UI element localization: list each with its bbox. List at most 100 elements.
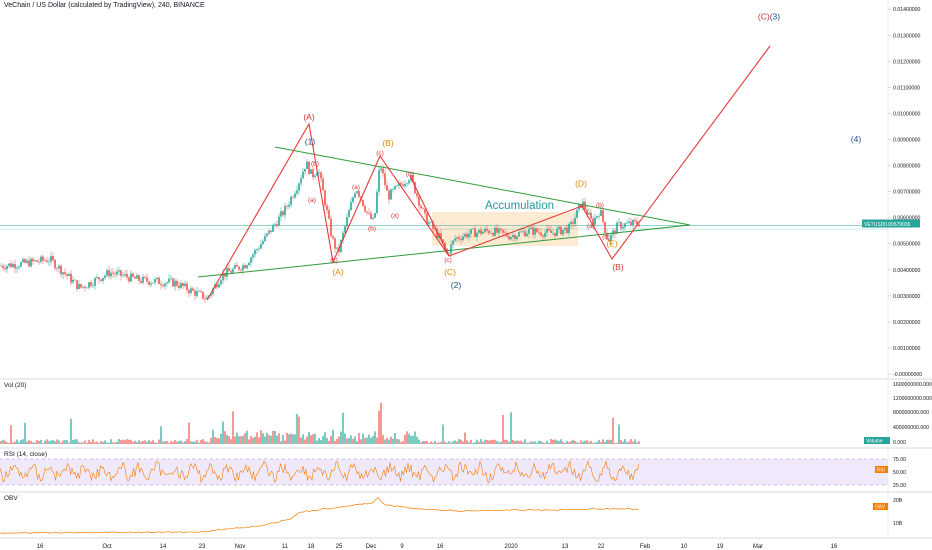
- volume-tag-label: Volume: [866, 439, 883, 445]
- volume-bar: [8, 442, 10, 444]
- candle-body: [364, 206, 366, 212]
- candle-body: [134, 276, 136, 279]
- volume-bar: [22, 439, 24, 444]
- volume-bar: [344, 433, 346, 444]
- volume-bar: [522, 442, 524, 444]
- candle-body: [478, 229, 480, 233]
- candle-body: [14, 263, 16, 269]
- candle-body: [612, 230, 614, 235]
- candle-body: [356, 191, 358, 194]
- candle-body: [216, 284, 218, 288]
- volume-bar: [588, 442, 590, 444]
- volume-bar: [300, 437, 302, 444]
- volume-bar: [414, 431, 416, 444]
- wave-label: (b): [311, 161, 319, 168]
- volume-bar: [188, 422, 190, 444]
- volume-bar: [70, 418, 72, 444]
- candle-body: [534, 228, 536, 235]
- wave-label: (a): [587, 223, 595, 230]
- volume-bar: [168, 442, 170, 444]
- volume-bar: [214, 436, 216, 444]
- candle-body: [118, 270, 120, 272]
- candle-body: [372, 217, 374, 219]
- candle-body: [154, 279, 156, 283]
- volume-bar: [634, 439, 636, 444]
- volume-bar: [322, 436, 324, 444]
- candle-body: [172, 278, 174, 287]
- time-tick-label: Nov: [235, 544, 246, 550]
- volume-bar: [166, 440, 168, 444]
- volume-bar: [406, 431, 408, 444]
- rsi-line: [0, 459, 640, 484]
- volume-bar: [534, 441, 536, 444]
- candle-body: [84, 286, 86, 288]
- candle-body: [626, 222, 628, 224]
- obv-line: [0, 497, 639, 534]
- volume-bar: [56, 439, 58, 444]
- candle-body: [602, 210, 604, 222]
- candle-body: [622, 227, 624, 229]
- candle-body: [108, 270, 110, 277]
- volume-bar: [254, 436, 256, 444]
- volume-bar: [484, 439, 486, 444]
- volume-bar: [502, 414, 504, 444]
- candle-body: [444, 242, 446, 249]
- obv-tick-label: 10B: [893, 521, 903, 527]
- volume-bar: [36, 439, 38, 444]
- price-axis-ticks: 0.01400000 0.01300000 0.01200000 0.01100000…: [888, 7, 922, 378]
- volume-bar: [112, 442, 114, 444]
- volume-bar: [216, 438, 218, 444]
- volume-bar: [236, 432, 238, 444]
- candle-body: [40, 256, 42, 262]
- candle-body: [178, 285, 180, 288]
- candle-body: [18, 266, 20, 268]
- volume-bar: [272, 430, 274, 444]
- candle-body: [366, 211, 368, 213]
- volume-bar: [154, 442, 156, 444]
- time-tick-label: 16: [437, 544, 444, 550]
- volume-bar: [504, 439, 506, 444]
- candle-body: [560, 226, 562, 235]
- candle-body: [60, 265, 62, 275]
- volume-bar: [600, 442, 602, 444]
- volume-bar: [572, 439, 574, 444]
- volume-bar: [262, 433, 264, 444]
- volume-bar: [2, 439, 4, 444]
- volume-bar: [446, 442, 448, 444]
- volume-bar: [298, 416, 300, 444]
- candle-body: [358, 191, 360, 197]
- wave-label: (B): [612, 262, 624, 272]
- volume-bar: [436, 442, 438, 444]
- candle-body: [456, 237, 458, 239]
- volume-bar: [256, 432, 258, 444]
- volume-bar: [370, 437, 372, 444]
- candle-body: [586, 209, 588, 215]
- volume-bar: [226, 434, 228, 444]
- candle-body: [636, 221, 638, 225]
- wave-label: (c): [444, 257, 452, 264]
- volume-bar: [208, 442, 210, 444]
- candle-body: [442, 239, 444, 243]
- candle-body: [594, 217, 596, 225]
- candle-body: [292, 196, 294, 198]
- candle-body: [616, 222, 618, 234]
- volume-bar: [196, 439, 198, 444]
- volume-bar: [12, 442, 14, 444]
- volume-bar: [286, 432, 288, 444]
- volume-bar: [110, 439, 112, 444]
- volume-bar: [468, 442, 470, 444]
- volume-bar: [494, 439, 496, 444]
- candle-body: [174, 280, 176, 287]
- candle-body: [138, 275, 140, 281]
- volume-bars: [0, 402, 640, 444]
- price-tick-label: 0.00100000: [893, 346, 921, 352]
- volume-bar: [336, 439, 338, 444]
- volume-bar: [458, 439, 460, 444]
- candle-body: [38, 261, 40, 263]
- candle-body: [472, 228, 474, 230]
- candle-body: [48, 261, 50, 263]
- time-tick-label: 14: [160, 544, 167, 550]
- candle-body: [70, 273, 72, 283]
- volume-bar: [50, 440, 52, 444]
